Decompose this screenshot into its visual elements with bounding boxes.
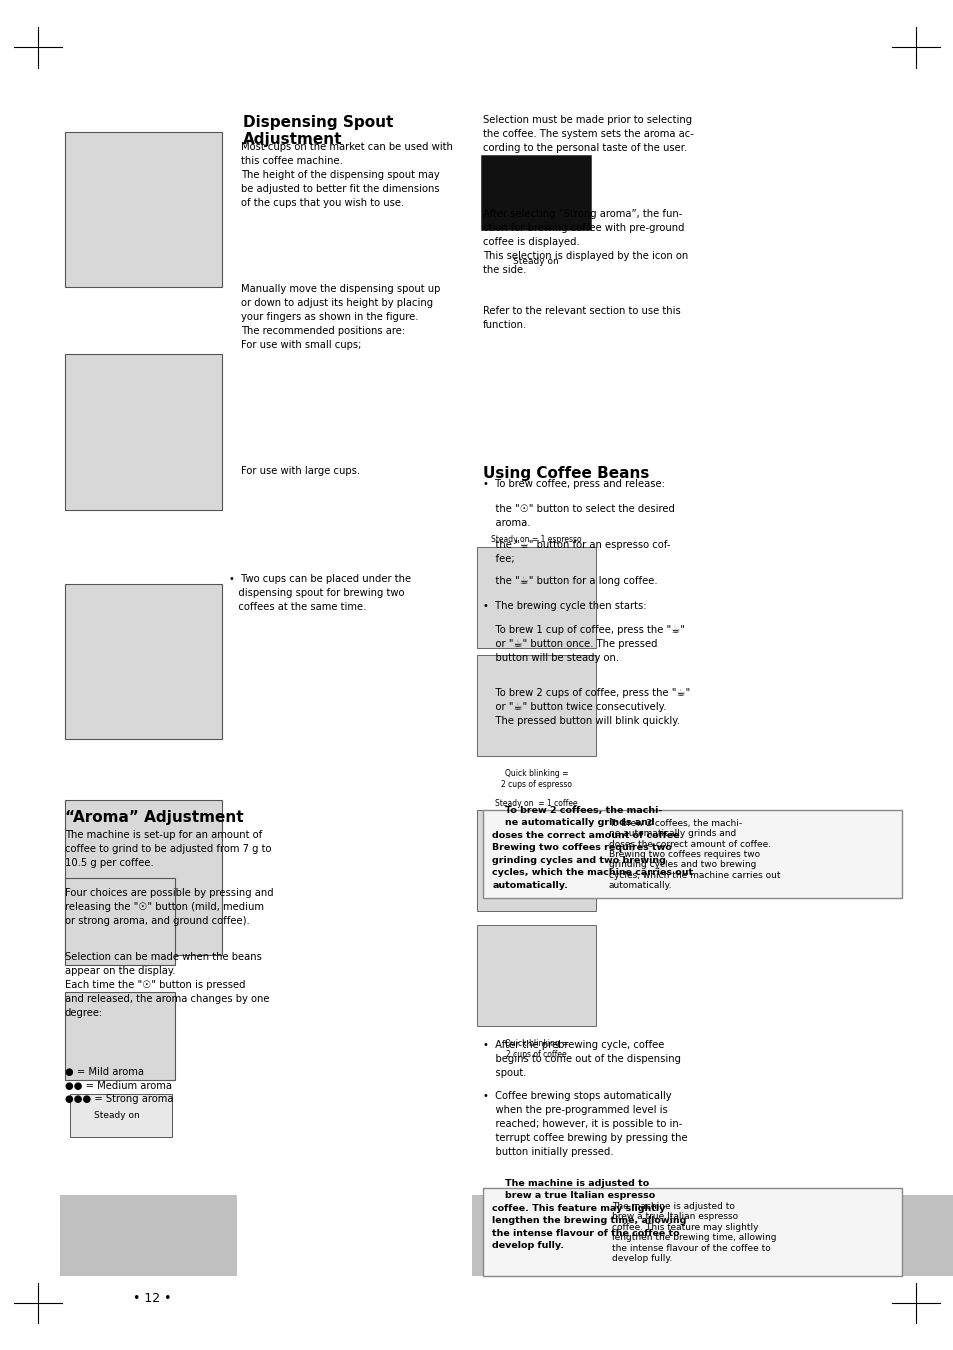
Text: the "☕" button for an espresso cof-
    fee;: the "☕" button for an espresso cof- fee;	[482, 540, 670, 564]
Bar	[476, 810, 596, 911]
Bar	[482, 1188, 902, 1276]
Bar	[65, 132, 222, 288]
Text: • 12 •: • 12 •	[133, 1292, 172, 1305]
Text: Steady on  = 1 coffee: Steady on = 1 coffee	[495, 799, 578, 807]
Text: For use with large cups.: For use with large cups.	[241, 466, 360, 475]
Bar	[70, 1094, 172, 1137]
Text: The machine is adjusted to
    brew a true Italian espresso
coffee. This feature: The machine is adjusted to brew a true I…	[492, 1179, 686, 1250]
Text: Steady on = 1 espresso: Steady on = 1 espresso	[491, 536, 581, 544]
Bar	[480, 155, 590, 230]
Text: To brew 1 cup of coffee, press the "☕"
    or "☕" button once. The pressed
    b: To brew 1 cup of coffee, press the "☕" o…	[482, 625, 684, 663]
Text: To brew 2 coffees, the machi-
ne automatically grinds and
doses the correct amou: To brew 2 coffees, the machi- ne automat…	[608, 819, 780, 890]
Text: Steady on: Steady on	[513, 256, 558, 266]
Text: •  To brew coffee, press and release:: • To brew coffee, press and release:	[482, 479, 664, 489]
Text: To brew 2 coffees, the machi-
    ne automatically grinds and
doses the correct : To brew 2 coffees, the machi- ne automat…	[492, 806, 693, 890]
Text: Four choices are possible by pressing and
releasing the "☉" button (mild, medium: Four choices are possible by pressing an…	[65, 888, 274, 926]
Bar	[858, 1195, 953, 1276]
Bar	[476, 547, 596, 648]
Text: Steady on: Steady on	[93, 1111, 139, 1119]
Text: The machine is set-up for an amount of
coffee to grind to be adjusted from 7 g t: The machine is set-up for an amount of c…	[65, 830, 271, 868]
Text: The machine is adjusted to
brew a true Italian espresso
coffee. This feature may: The machine is adjusted to brew a true I…	[612, 1202, 776, 1264]
Text: ● = Mild aroma
●● = Medium aroma
●●● = Strong aroma: ● = Mild aroma ●● = Medium aroma ●●● = S…	[65, 1066, 173, 1104]
Text: •  Coffee brewing stops automatically
    when the pre-programmed level is
    r: • Coffee brewing stops automatically whe…	[482, 1091, 686, 1157]
Text: the "☕" button for a long coffee.: the "☕" button for a long coffee.	[482, 576, 657, 586]
Text: Most cups on the market can be used with
this coffee machine.
The height of the : Most cups on the market can be used with…	[241, 142, 453, 208]
Text: •  After the prebrewing cycle, coffee
    begins to come out of the dispensing
 : • After the prebrewing cycle, coffee beg…	[482, 1040, 680, 1077]
Text: the "☉" button to select the desired
    aroma.: the "☉" button to select the desired aro…	[482, 504, 674, 528]
Text: •  Two cups can be placed under the
   dispensing spout for brewing two
   coffe: • Two cups can be placed under the dispe…	[229, 574, 411, 612]
Bar	[65, 799, 222, 956]
Text: Dispensing Spout
Adjustment: Dispensing Spout Adjustment	[243, 115, 394, 147]
Bar	[65, 583, 222, 740]
Text: Using Coffee Beans: Using Coffee Beans	[482, 466, 648, 481]
Text: “Aroma” Adjustment: “Aroma” Adjustment	[65, 810, 243, 825]
Text: •  The brewing cycle then starts:: • The brewing cycle then starts:	[482, 601, 645, 610]
Text: Selection must be made prior to selecting
the coffee. The system sets the aroma : Selection must be made prior to selectin…	[482, 115, 693, 153]
Bar	[476, 655, 596, 756]
Bar	[65, 878, 175, 965]
Bar	[60, 1195, 236, 1276]
Text: Quick blinking =
2 cups of coffee: Quick blinking = 2 cups of coffee	[504, 1040, 568, 1058]
Bar	[65, 992, 175, 1080]
Bar	[472, 1195, 600, 1276]
Bar	[476, 925, 596, 1026]
Text: Quick blinking =
2 cups of espresso: Quick blinking = 2 cups of espresso	[500, 769, 572, 788]
Text: Manually move the dispensing spout up
or down to adjust its height by placing
yo: Manually move the dispensing spout up or…	[241, 284, 440, 350]
Text: To brew 2 cups of coffee, press the "☕"
    or "☕" button twice consecutively.
 : To brew 2 cups of coffee, press the "☕" …	[482, 688, 689, 726]
Bar	[65, 354, 222, 509]
Text: Selection can be made when the beans
appear on the display.
Each time the "☉" bu: Selection can be made when the beans app…	[65, 952, 269, 1018]
Text: Refer to the relevant section to use this
function.: Refer to the relevant section to use thi…	[482, 306, 679, 331]
Bar	[482, 810, 902, 898]
Text: After selecting “Strong aroma”, the fun-
ction for brewing coffee with pre-groun: After selecting “Strong aroma”, the fun-…	[482, 209, 687, 275]
